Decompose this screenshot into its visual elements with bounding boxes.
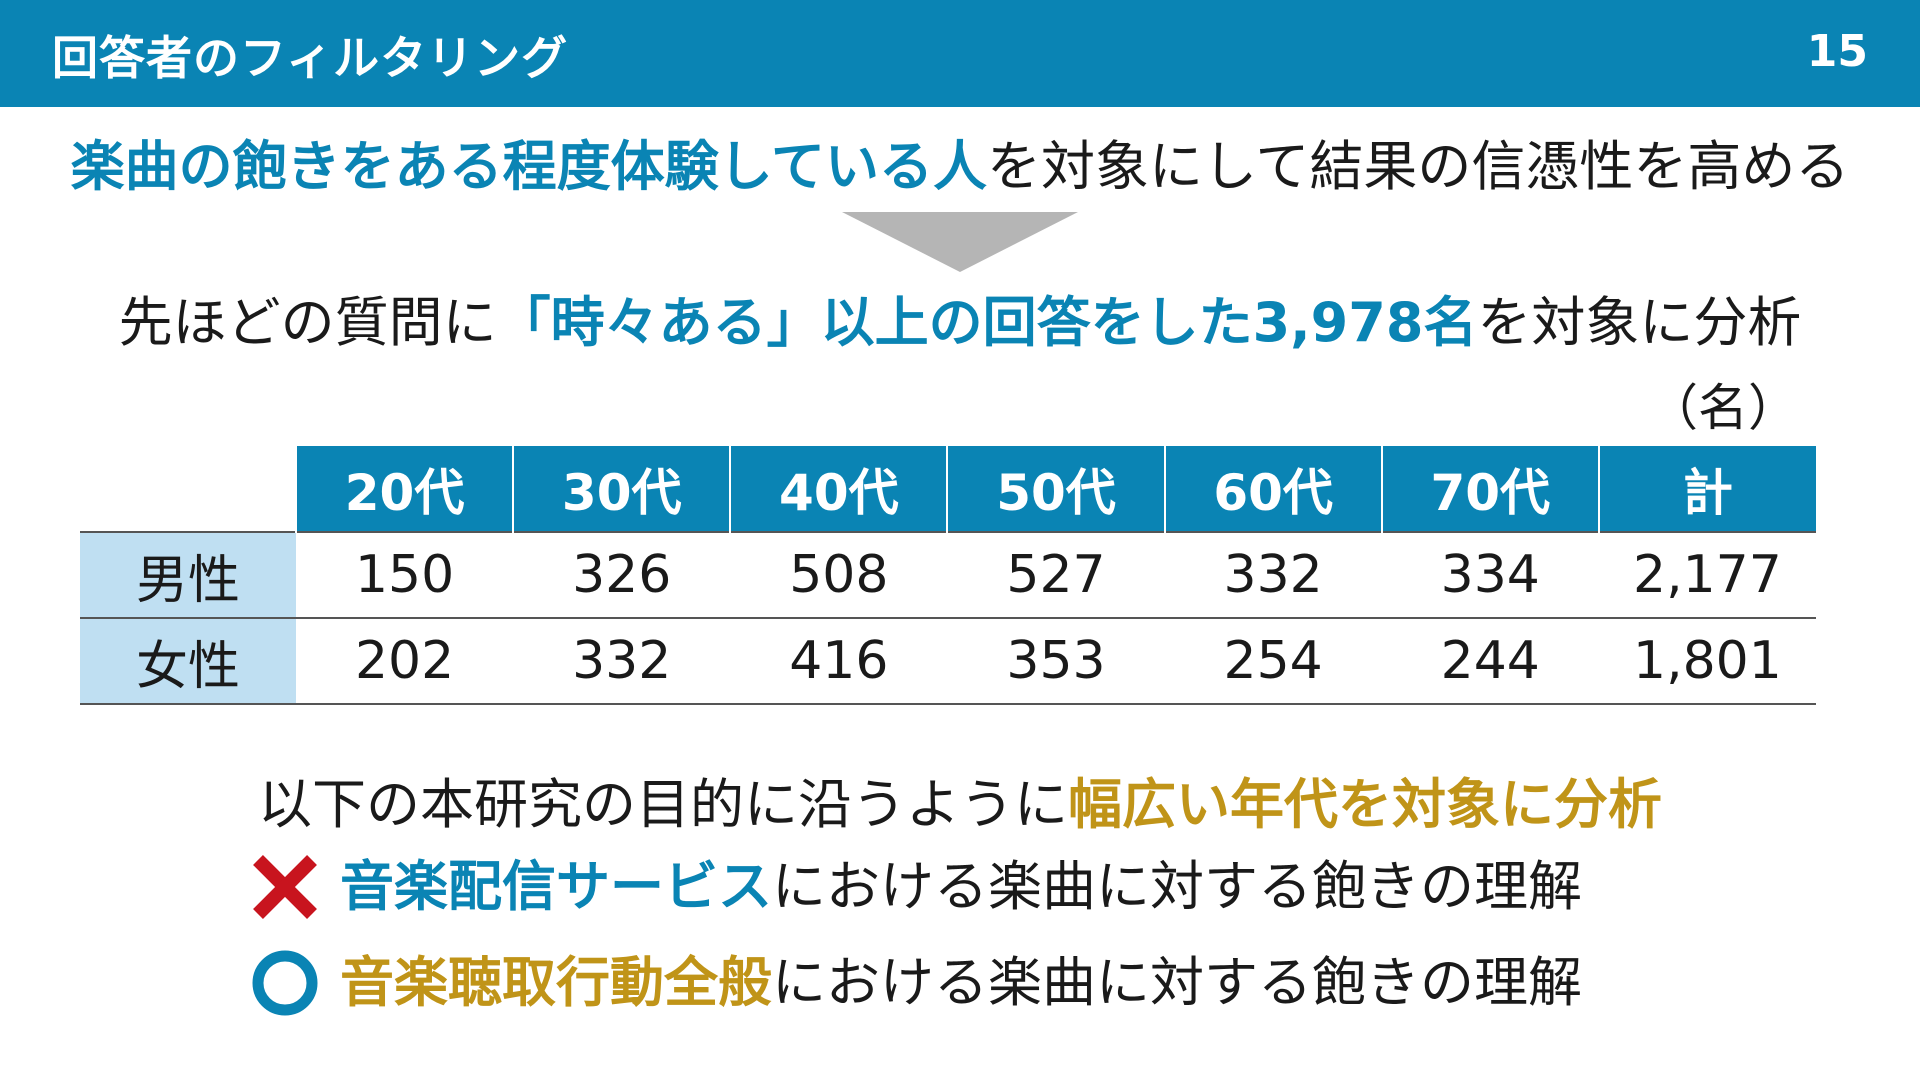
point-rest: における楽曲に対する飽きの理解 [772, 951, 1582, 1014]
point-excluded: 音楽配信サービス における楽曲に対する飽きの理解 [250, 852, 1582, 922]
table-cell: 334 [1381, 531, 1599, 619]
point-highlight: 音楽配信サービス [340, 855, 772, 918]
row-label: 男性 [80, 531, 296, 619]
filter-statement: 先ほどの質問に「時々ある」以上の回答をした3,978名を対象に分析 [0, 288, 1920, 358]
column-header: 20代 [294, 446, 514, 532]
table-cell: 2,177 [1598, 531, 1816, 619]
filter-suffix: を対象に分析 [1477, 291, 1802, 354]
slide-header: 回答者のフィルタリング 15 [0, 0, 1920, 107]
column-header: 計 [1597, 446, 1816, 532]
respondents-table: 20代 30代 40代 50代 60代 70代 計 男性 150 326 508… [80, 446, 1816, 705]
cross-icon [250, 852, 320, 922]
table-corner [80, 446, 296, 532]
table-cell: 332 [513, 618, 731, 705]
column-header: 60代 [1163, 446, 1382, 532]
table-header-row: 20代 30代 40代 50代 60代 70代 計 [80, 446, 1816, 532]
table-row: 男性 150 326 508 527 332 334 2,177 [80, 531, 1816, 619]
point-highlight: 音楽聴取行動全般 [340, 951, 772, 1014]
row-label: 女性 [80, 618, 296, 705]
column-header: 30代 [512, 446, 731, 532]
table-cell: 353 [947, 618, 1165, 705]
column-header: 50代 [946, 446, 1165, 532]
table-cell: 244 [1381, 618, 1599, 705]
purpose-prefix: 以下の本研究の目的に沿うように [258, 773, 1068, 836]
table-cell: 1,801 [1598, 618, 1816, 705]
column-header: 40代 [729, 446, 948, 532]
page-number: 15 [1806, 26, 1868, 77]
filter-prefix: 先ほどの質問に [118, 291, 497, 354]
table-cell: 508 [730, 531, 948, 619]
purpose-highlight: 幅広い年代を対象に分析 [1068, 773, 1662, 836]
purpose-statement: 以下の本研究の目的に沿うように幅広い年代を対象に分析 [0, 770, 1920, 840]
table-cell: 416 [730, 618, 948, 705]
lead-statement: 楽曲の飽きをある程度体験している人を対象にして結果の信憑性を高める [0, 132, 1920, 202]
lead-highlight: 楽曲の飽きをある程度体験している人 [70, 135, 987, 198]
table-cell: 202 [296, 618, 514, 705]
table-cell: 326 [513, 531, 731, 619]
table-cell: 150 [296, 531, 514, 619]
point-rest: における楽曲に対する飽きの理解 [772, 855, 1582, 918]
slide-title: 回答者のフィルタリング [52, 31, 569, 85]
circle-icon [250, 948, 320, 1018]
table-row: 女性 202 332 416 353 254 244 1,801 [80, 618, 1816, 705]
point-included: 音楽聴取行動全般 における楽曲に対する飽きの理解 [250, 948, 1582, 1018]
table-unit: （名） [1648, 379, 1798, 437]
lead-rest: を対象にして結果の信憑性を高める [987, 135, 1850, 198]
table-cell: 254 [1164, 618, 1382, 705]
down-arrow-icon [842, 212, 1078, 272]
filter-highlight: 「時々ある」以上の回答をした3,978名 [496, 291, 1478, 354]
column-header: 70代 [1380, 446, 1599, 532]
table-cell: 332 [1164, 531, 1382, 619]
table-cell: 527 [947, 531, 1165, 619]
